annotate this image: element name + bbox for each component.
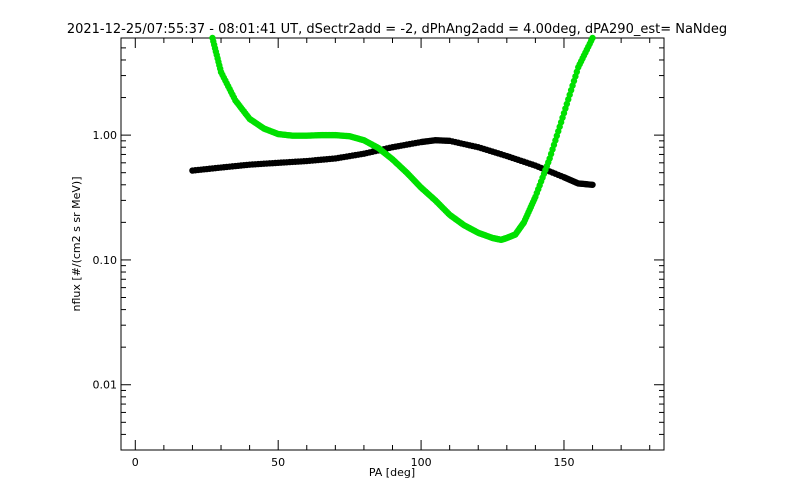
chart-title: 2021-12-25/07:55:37 - 08:01:41 UT, dSect…	[67, 22, 727, 37]
series-2-point	[589, 34, 596, 42]
series-1-point	[589, 181, 596, 188]
y-tick-label: 0.01	[93, 379, 118, 392]
x-tick-label: 50	[271, 456, 285, 469]
y-tick-label: 0.10	[93, 254, 118, 267]
axis-ticks: 0 50 100 150 0.01 0.10 1.00	[93, 37, 664, 469]
plot-frame	[120, 37, 665, 451]
x-tick-label: 100	[411, 456, 432, 469]
x-axis-label: PA [deg]	[369, 466, 415, 479]
x-tick-label: 150	[553, 456, 574, 469]
series-2	[209, 34, 596, 243]
y-axis-label: nflux [#/(cm2 s sr MeV)]	[70, 177, 83, 312]
y-tick-label: 1.00	[93, 129, 118, 142]
x-tick-label: 0	[132, 456, 139, 469]
series-1	[189, 137, 596, 188]
series-layer	[189, 34, 596, 243]
